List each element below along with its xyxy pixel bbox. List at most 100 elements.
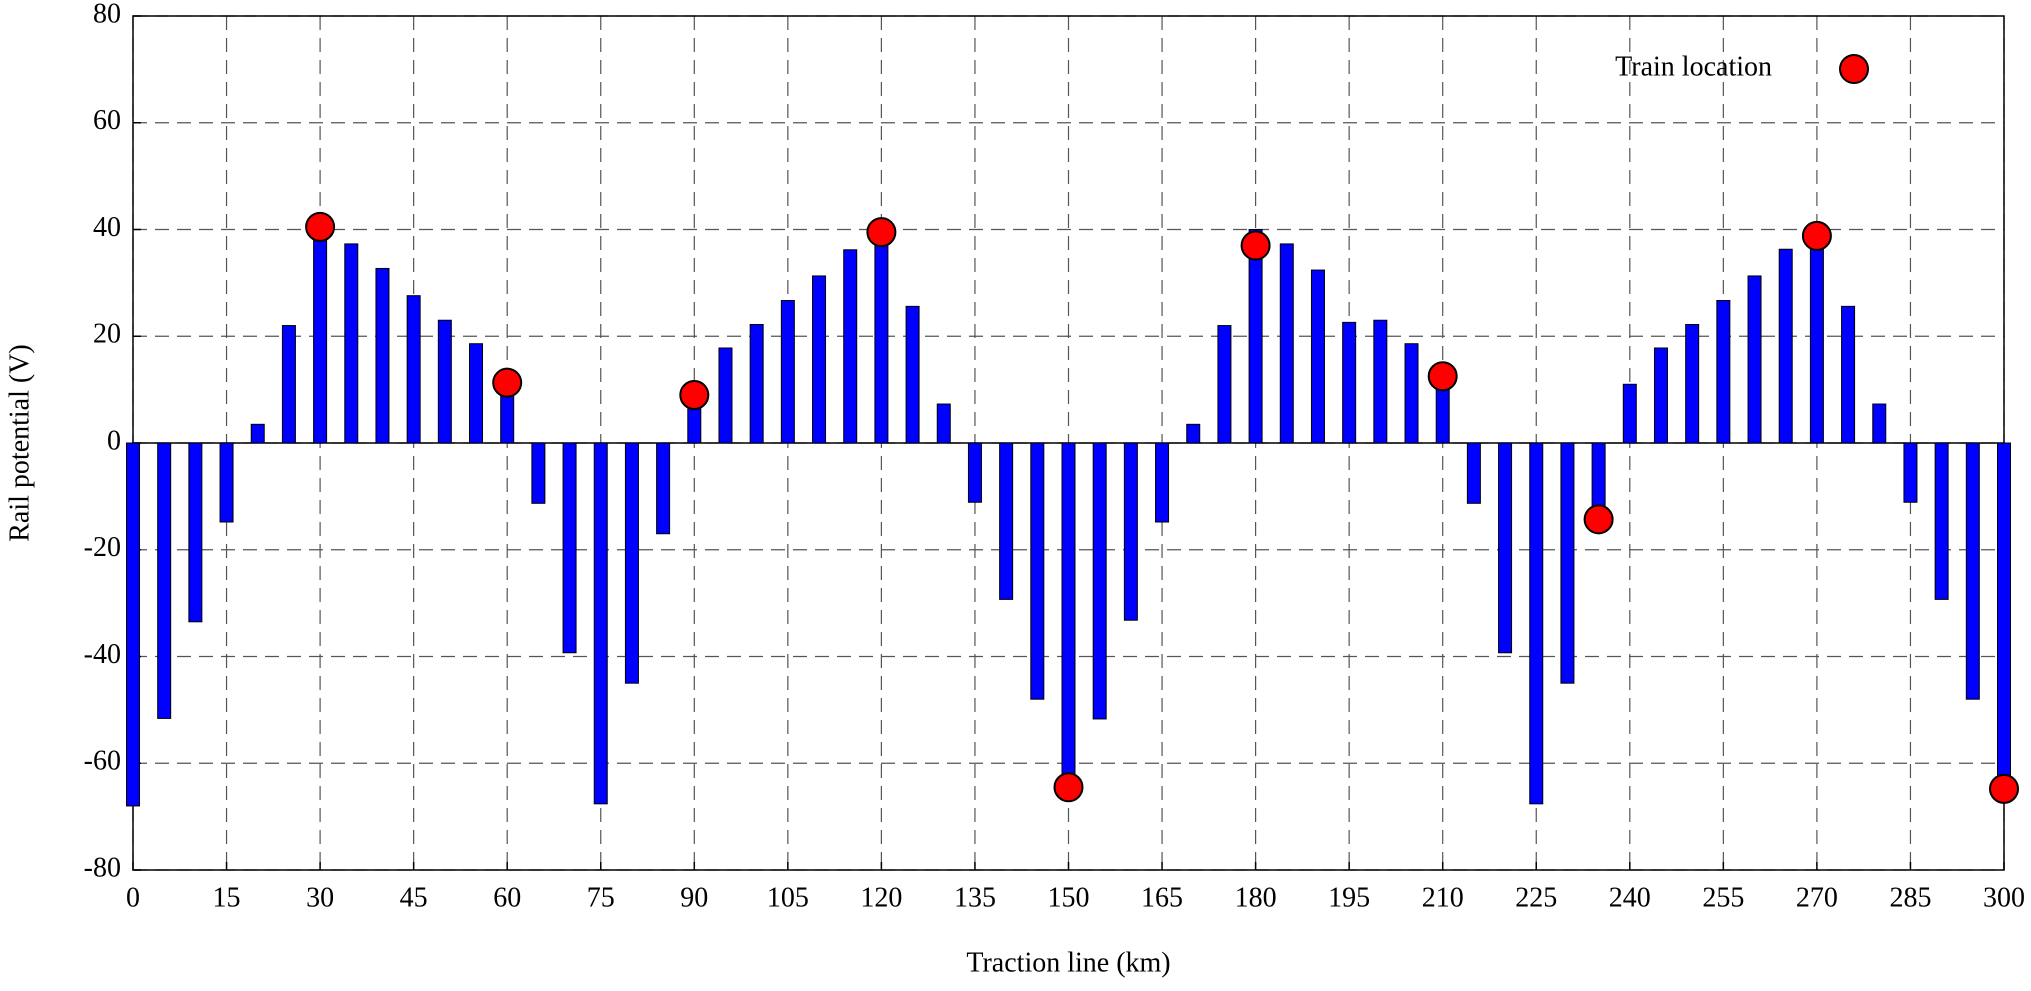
x-tick-label: 60 (493, 882, 521, 913)
bar (1747, 275, 1762, 444)
y-axis-label: Rail potential (V) (4, 344, 35, 542)
bar (718, 347, 733, 444)
bar (1653, 347, 1668, 444)
x-tick-label: 195 (1328, 882, 1370, 913)
x-tick-label: 240 (1609, 882, 1651, 913)
bar (157, 442, 172, 719)
bar (1997, 442, 2011, 788)
x-tick-label: 255 (1702, 882, 1744, 913)
bar (1030, 442, 1045, 700)
x-tick-label: 285 (1889, 882, 1931, 913)
x-tick-label: 270 (1796, 882, 1838, 913)
x-tick-label: 30 (306, 882, 334, 913)
bar (967, 442, 982, 503)
train-marker (492, 367, 523, 398)
bar (250, 423, 265, 444)
bar (437, 319, 452, 444)
bar (780, 299, 795, 444)
legend-marker (1839, 54, 1869, 84)
x-tick-label: 15 (213, 882, 241, 913)
bar (1248, 229, 1263, 444)
x-tick-label: 45 (400, 882, 428, 913)
train-marker (1427, 361, 1458, 392)
legend-label: Train location (1615, 51, 1772, 82)
bar (219, 442, 234, 523)
bar (624, 442, 639, 684)
x-tick-label: 120 (860, 882, 902, 913)
bar (375, 267, 390, 444)
bar (344, 243, 359, 444)
bar (1934, 442, 1949, 600)
bar (531, 442, 546, 504)
bar (1404, 343, 1419, 444)
x-tick-label: 180 (1235, 882, 1277, 913)
bar (1279, 243, 1294, 444)
x-tick-label: 90 (680, 882, 708, 913)
bar (1342, 321, 1357, 444)
bar (1061, 442, 1076, 788)
train-marker (305, 211, 336, 242)
train-marker (1801, 220, 1832, 251)
train-marker (1240, 230, 1271, 261)
bar (1217, 325, 1232, 444)
bar (656, 442, 671, 535)
bar (1529, 442, 1544, 805)
bar (593, 442, 608, 805)
bar (1685, 324, 1700, 444)
train-marker (1989, 773, 2019, 804)
bar (1903, 442, 1918, 503)
y-tick-label: 0 (107, 425, 121, 456)
x-tick-label: 150 (1048, 882, 1090, 913)
bar (469, 343, 484, 444)
x-tick-label: 300 (1983, 882, 2025, 913)
bar (406, 295, 421, 444)
y-tick-label: -20 (84, 532, 121, 563)
bar (1155, 442, 1170, 523)
x-tick-label: 75 (587, 882, 615, 913)
bar (1310, 269, 1325, 444)
bar (1622, 383, 1637, 444)
bar (874, 231, 889, 444)
bar (562, 442, 577, 654)
bar (1841, 305, 1856, 444)
bar (936, 403, 951, 444)
train-marker (1053, 772, 1084, 803)
bar (126, 442, 140, 807)
y-tick-label: 40 (93, 212, 121, 243)
bar (1872, 403, 1887, 444)
x-tick-label: 105 (767, 882, 809, 913)
train-marker (1583, 504, 1614, 535)
x-tick-label: 225 (1515, 882, 1557, 913)
bar (188, 442, 203, 623)
bar (1809, 235, 1824, 444)
bar (749, 324, 764, 444)
bar (281, 325, 296, 444)
x-tick-label: 210 (1422, 882, 1464, 913)
train-marker (866, 217, 897, 248)
y-tick-label: 80 (93, 0, 121, 29)
bar (905, 305, 920, 444)
train-marker (679, 379, 710, 410)
bar (999, 442, 1014, 600)
bar (1092, 442, 1107, 720)
bar (1560, 442, 1575, 684)
x-tick-label: 135 (954, 882, 996, 913)
x-tick-label: 165 (1141, 882, 1183, 913)
y-tick-label: -60 (84, 746, 121, 777)
x-tick-label: 0 (126, 882, 140, 913)
y-tick-label: 60 (93, 105, 121, 136)
y-tick-label: -40 (84, 639, 121, 670)
bar (1965, 442, 1980, 700)
bar (1123, 442, 1138, 621)
bar (1466, 442, 1481, 504)
bar (1373, 319, 1388, 444)
bar (812, 275, 827, 444)
y-tick-label: 20 (93, 319, 121, 350)
bar (1716, 299, 1731, 444)
bar (1498, 442, 1513, 654)
bar (843, 249, 858, 444)
x-axis-label: Traction line (km) (966, 947, 1170, 978)
y-tick-label: -80 (84, 852, 121, 883)
bar (1186, 423, 1201, 444)
